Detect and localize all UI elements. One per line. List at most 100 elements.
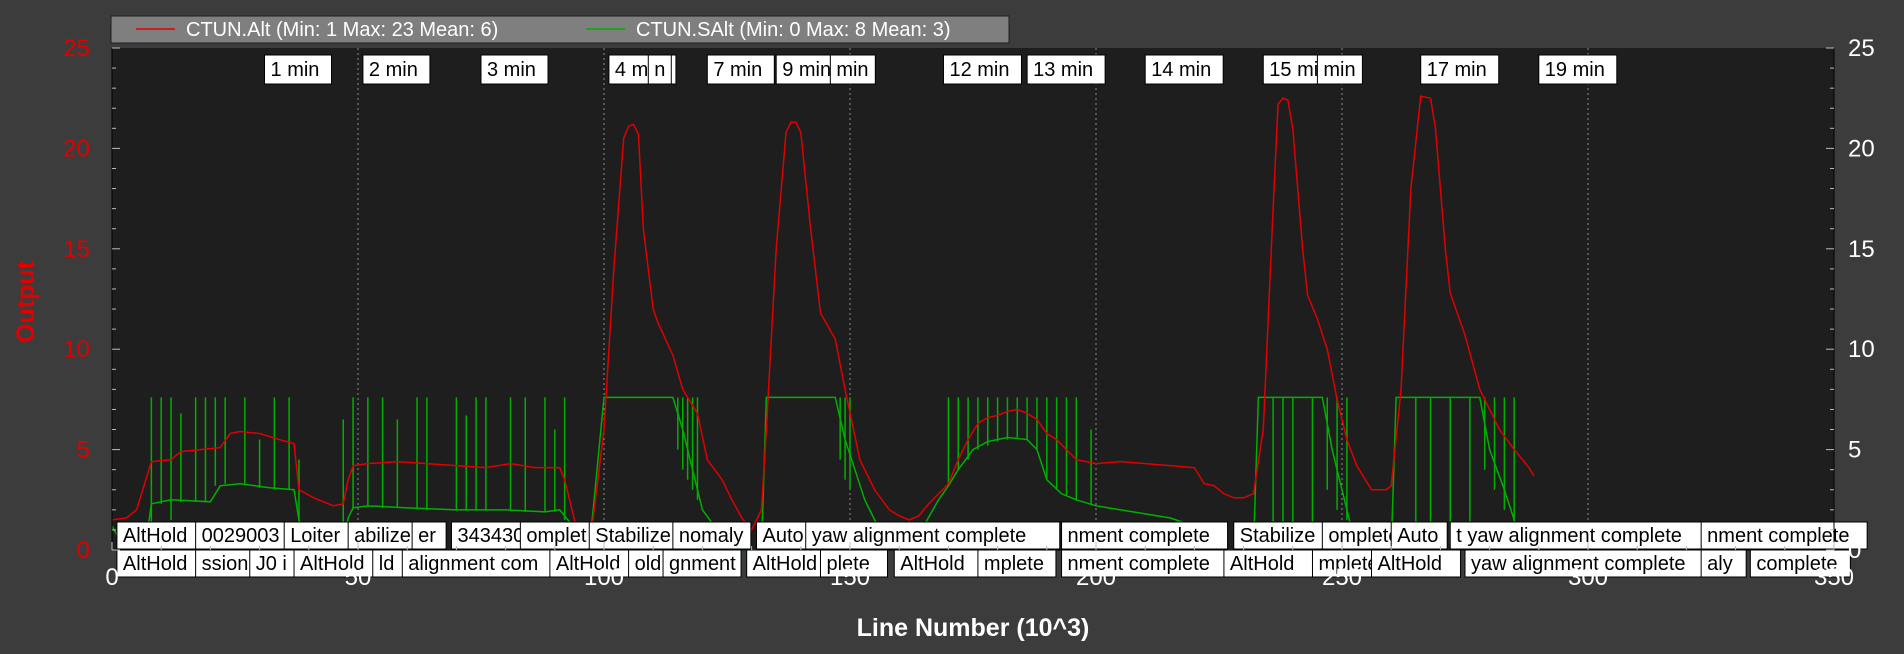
event-label-row1: er (411, 521, 447, 550)
event-label-row1-box (1700, 521, 1868, 550)
time-marker-label: 3 min (480, 54, 549, 85)
time-marker-label: 13 min (1026, 54, 1106, 85)
x-axis-title: Line Number (10^3) (857, 614, 1090, 642)
event-label-row1-box (116, 521, 207, 550)
event-label-row2: AltHold (293, 549, 384, 578)
time-marker-text: 19 min (1545, 59, 1605, 81)
event-label-row2: yaw alignment complete (1464, 549, 1720, 578)
y-axis-title: Output (12, 260, 40, 343)
time-marker-box (1144, 54, 1224, 85)
event-label-row2-box (372, 549, 408, 578)
time-marker-box (362, 54, 431, 85)
event-label-row2-box (1371, 549, 1462, 578)
time-marker-label: min (829, 54, 876, 85)
event-label-row1-text: AltHold (123, 525, 187, 547)
grid-lines (357, 48, 1589, 550)
event-label-row1-box (1390, 521, 1448, 550)
event-label-row2: aly (1700, 549, 1747, 578)
time-marker-label: 12 min (942, 54, 1022, 85)
event-label-row1-text: 0029003 (202, 525, 280, 547)
event-label-row2-text: J0 i (256, 553, 287, 575)
event-label-row2-box (1749, 549, 1851, 578)
time-marker-label: 7 min (706, 54, 775, 85)
y-tick-label-left: 10 (63, 336, 90, 363)
time-marker-label: 2 min (362, 54, 431, 85)
time-marker-box (1420, 54, 1500, 85)
event-label-row1-text: 343430 (457, 525, 524, 547)
event-label-row2-box (549, 549, 640, 578)
y-tick-label-right: 10 (1848, 336, 1875, 363)
event-label-row1-text: Auto (763, 525, 804, 547)
event-label-row2-box (1700, 549, 1747, 578)
time-marker-box (264, 54, 333, 85)
event-label-row1-text: er (418, 525, 436, 547)
event-label-row1: 343430 (450, 521, 530, 550)
event-label-row2: alignment com (401, 549, 558, 578)
y-tick-label-right: 5 (1848, 437, 1861, 464)
time-marker-text: 1 min (271, 59, 320, 81)
event-label-row1: Auto (1390, 521, 1448, 550)
time-marker-label: 17 min (1420, 54, 1500, 85)
event-label-row2-text: AltHold (1378, 553, 1442, 575)
event-label-row2-text: AltHold (556, 553, 620, 575)
y-tick-label-left: 0 (77, 537, 90, 564)
event-label-row1-text: nment complete (1707, 525, 1849, 547)
event-label-row2-text: AltHold (753, 553, 817, 575)
time-marker-box (480, 54, 549, 85)
event-label-row1: 0029003 (195, 521, 286, 550)
event-label-row2-text: alignment com (408, 553, 538, 575)
event-label-row2: gnment (662, 549, 742, 578)
time-marker-label: 19 min (1538, 54, 1618, 85)
event-label-row2-text: plete (826, 553, 869, 575)
x-tick-label: 350 (1814, 564, 1854, 591)
x-tick-label: 50 (345, 564, 372, 591)
event-label-row1-box (450, 521, 530, 550)
time-marker-text: 3 min (487, 59, 536, 81)
event-label-row2-text: aly (1707, 553, 1733, 575)
event-label-row1-text: t yaw alignment complete (1456, 525, 1682, 547)
event-label-row2: AltHold (549, 549, 640, 578)
event-label-row2-box (977, 549, 1057, 578)
time-marker-box (829, 54, 876, 85)
event-label-row2-text: mplete (984, 553, 1044, 575)
event-label-row2-text: mplete (1318, 553, 1378, 575)
y-tick-label-right: 15 (1848, 236, 1875, 263)
event-label-row2: nment complete (1061, 549, 1229, 578)
event-label-row1-box (411, 521, 447, 550)
time-marker-text: 14 min (1151, 59, 1211, 81)
legend[interactable]: CTUN.Alt (Min: 1 Max: 23 Mean: 6) CTUN.S… (110, 15, 1010, 44)
event-label-row1-text: Auto (1397, 525, 1438, 547)
x-tick-label: 250 (1322, 564, 1362, 591)
event-label-row2-box (401, 549, 558, 578)
time-marker-text: min (1323, 59, 1355, 81)
event-label-row1-box (672, 521, 752, 550)
event-label-row2-text: AltHold (900, 553, 964, 575)
event-label-row1: omplet (519, 521, 599, 550)
time-marker-label: min (1316, 54, 1363, 85)
event-label-row2-text: old (635, 553, 662, 575)
time-marker-text: 15 min (1269, 59, 1329, 81)
time-marker-box (1538, 54, 1618, 85)
time-marker-box (1026, 54, 1106, 85)
x-tick-label: 0 (105, 564, 118, 591)
plot-area (112, 48, 1834, 550)
event-label-row1-text: yaw alignment complete (812, 525, 1027, 547)
time-marker-label: 1 min (264, 54, 333, 85)
y-tick-label-right: 20 (1848, 135, 1875, 162)
y-tick-label-left: 15 (63, 236, 90, 263)
event-label-row1: nomaly (672, 521, 752, 550)
event-label-row2-text: ssion (202, 553, 249, 575)
event-label-row2: AltHold (1223, 549, 1314, 578)
event-label-row2-box (662, 549, 742, 578)
event-label-row1: nment complete (1700, 521, 1868, 550)
event-label-row1-box (805, 521, 1061, 550)
event-label-row2-box (293, 549, 384, 578)
event-label-row1-text: omplet (526, 525, 586, 547)
time-marker-text: 13 min (1033, 59, 1093, 81)
event-label-row2-box (893, 549, 984, 578)
event-label-row2-text: yaw alignment complete (1471, 553, 1686, 575)
ctun-alt-series (111, 95, 1535, 552)
